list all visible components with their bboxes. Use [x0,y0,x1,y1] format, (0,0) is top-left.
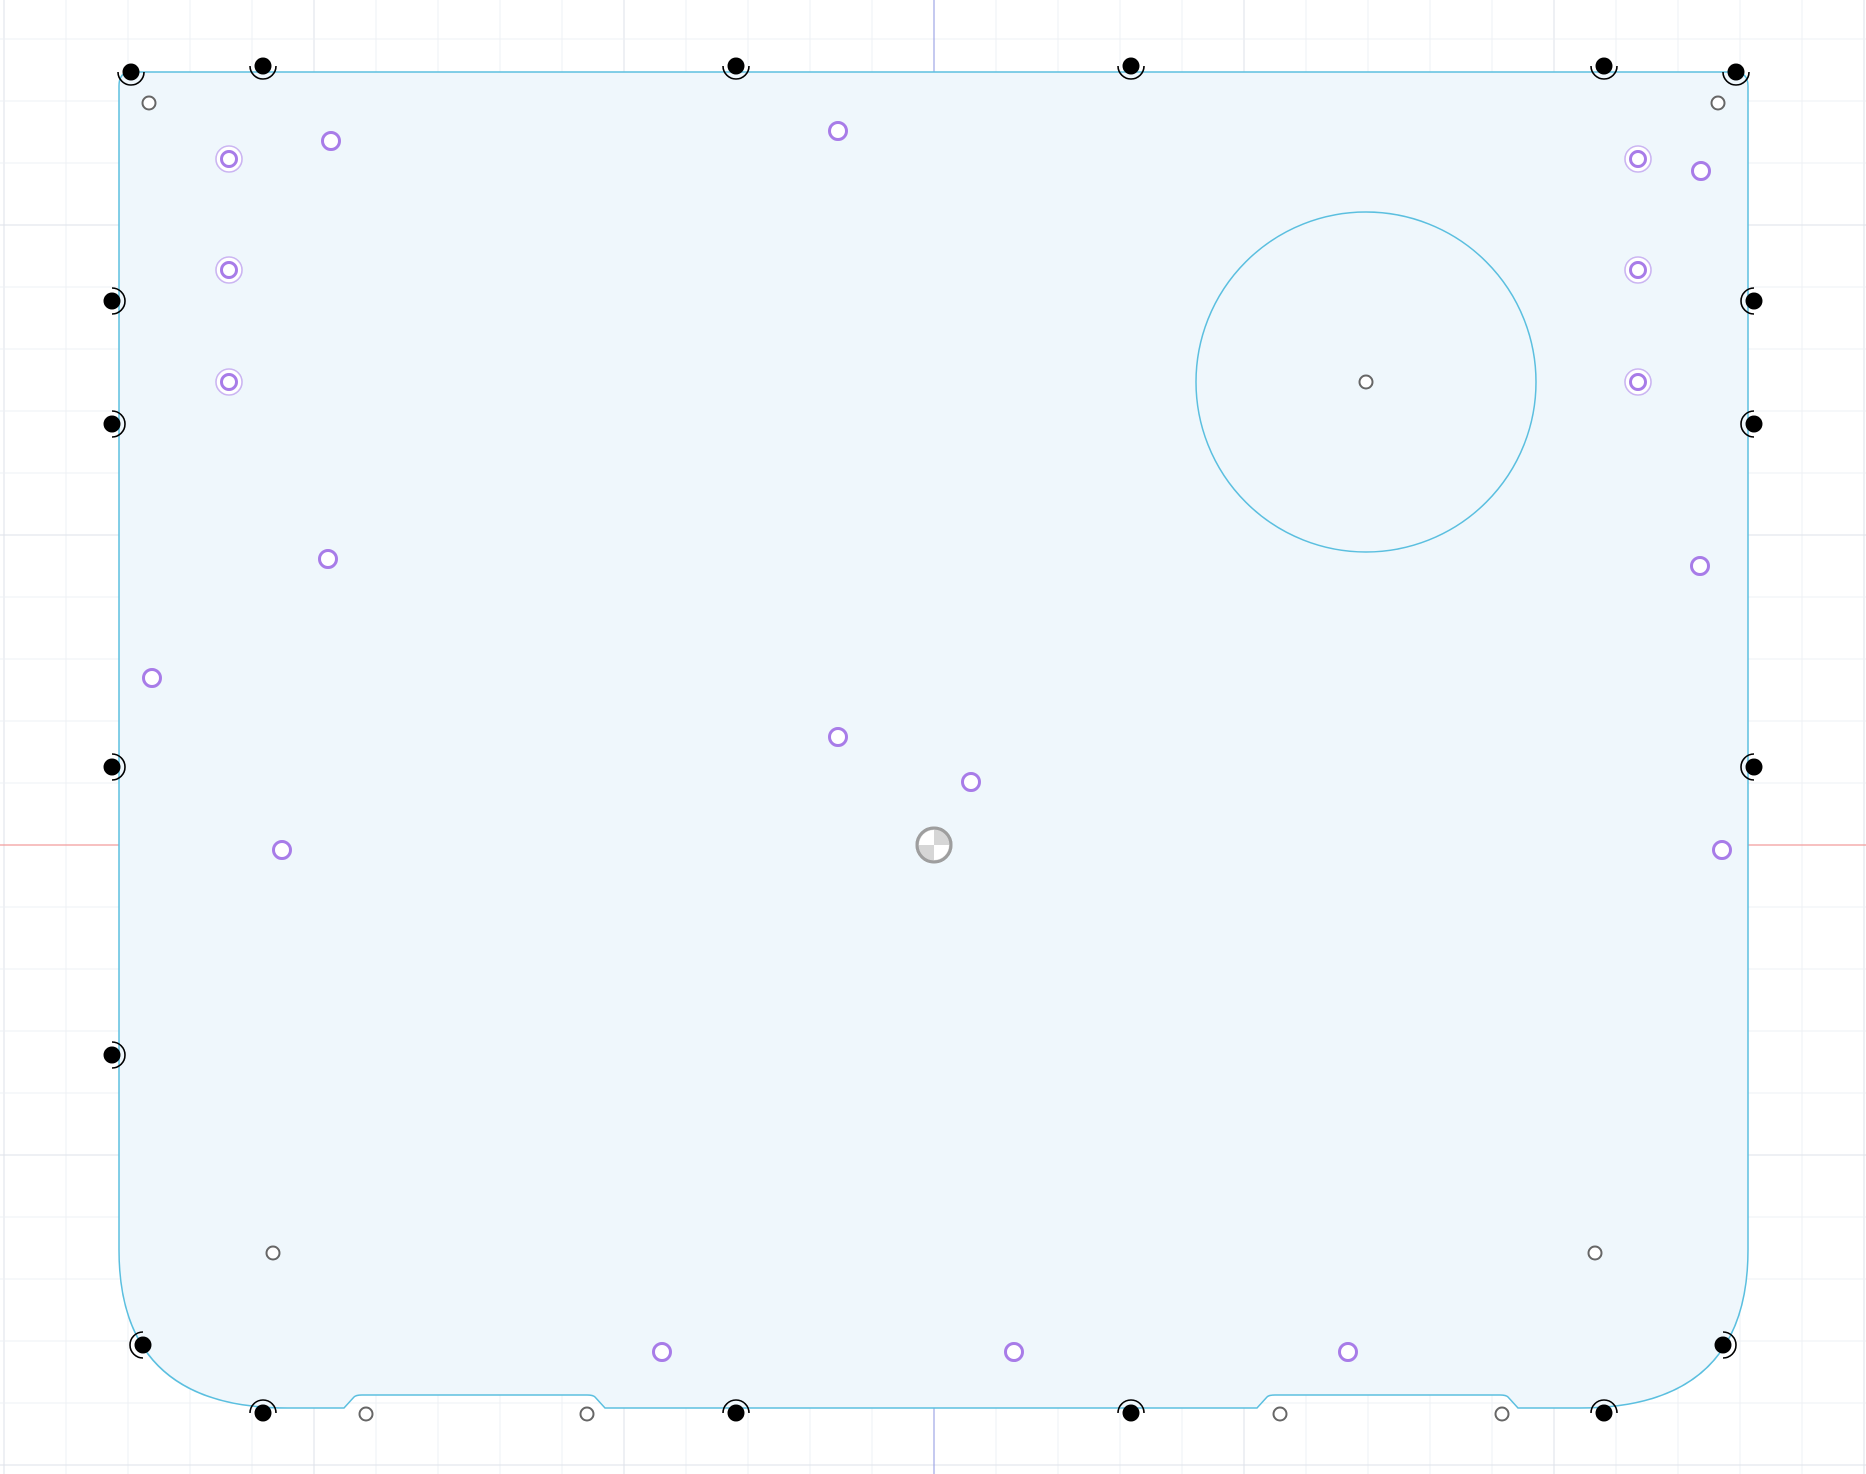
hollow-point-icon[interactable] [265,1245,281,1261]
filled-dot-icon[interactable] [1714,1331,1737,1359]
concentric-ring-icon[interactable] [1624,256,1652,284]
hollow-point-icon[interactable] [141,95,157,111]
coincident-ring-icon[interactable] [318,549,338,569]
filled-dot-icon[interactable] [1740,287,1763,315]
hollow-point-icon[interactable] [1358,374,1374,390]
sketch-profile[interactable] [118,71,1749,1409]
coincident-ring-icon[interactable] [1338,1342,1358,1362]
concentric-ring-icon[interactable] [1624,145,1652,173]
hollow-point-icon[interactable] [579,1406,595,1422]
coincident-ring-icon[interactable] [1004,1342,1024,1362]
filled-dot-icon[interactable] [103,410,126,438]
concentric-ring-icon[interactable] [215,368,243,396]
filled-dot-icon[interactable] [129,1331,152,1359]
origin-icon[interactable] [915,826,953,864]
filled-dot-icon[interactable] [103,1041,126,1069]
coincident-ring-icon[interactable] [1712,840,1732,860]
coincident-ring-icon[interactable] [321,131,341,151]
concentric-ring-icon[interactable] [215,256,243,284]
hollow-point-icon[interactable] [1587,1245,1603,1261]
filled-dot-icon[interactable] [117,63,145,86]
hollow-point-icon[interactable] [358,1406,374,1422]
filled-dot-icon[interactable] [1740,410,1763,438]
filled-dot-icon[interactable] [249,1399,277,1422]
coincident-ring-icon[interactable] [1691,161,1711,181]
concentric-ring-icon[interactable] [1624,368,1652,396]
filled-dot-icon[interactable] [1590,57,1618,80]
sketch-circle[interactable] [1195,211,1537,553]
coincident-ring-icon[interactable] [828,727,848,747]
filled-dot-icon[interactable] [1740,753,1763,781]
filled-dot-icon[interactable] [1117,1399,1145,1422]
coincident-ring-icon[interactable] [1690,556,1710,576]
coincident-ring-icon[interactable] [961,772,981,792]
filled-dot-icon[interactable] [722,1399,750,1422]
filled-dot-icon[interactable] [1590,1399,1618,1422]
concentric-ring-icon[interactable] [215,145,243,173]
filled-dot-icon[interactable] [722,57,750,80]
filled-dot-icon[interactable] [1722,63,1750,86]
coincident-ring-icon[interactable] [652,1342,672,1362]
coincident-ring-icon[interactable] [828,121,848,141]
hollow-point-icon[interactable] [1710,95,1726,111]
hollow-point-icon[interactable] [1272,1406,1288,1422]
fixed-points [103,57,1763,1422]
sketch-points [141,95,1726,1422]
filled-dot-icon[interactable] [1117,57,1145,80]
filled-dot-icon[interactable] [103,753,126,781]
filled-dot-icon[interactable] [249,57,277,80]
constraint-glyphs [142,121,1732,1362]
hollow-point-icon[interactable] [1494,1406,1510,1422]
coincident-ring-icon[interactable] [272,840,292,860]
filled-dot-icon[interactable] [103,287,126,315]
coincident-ring-icon[interactable] [142,668,162,688]
